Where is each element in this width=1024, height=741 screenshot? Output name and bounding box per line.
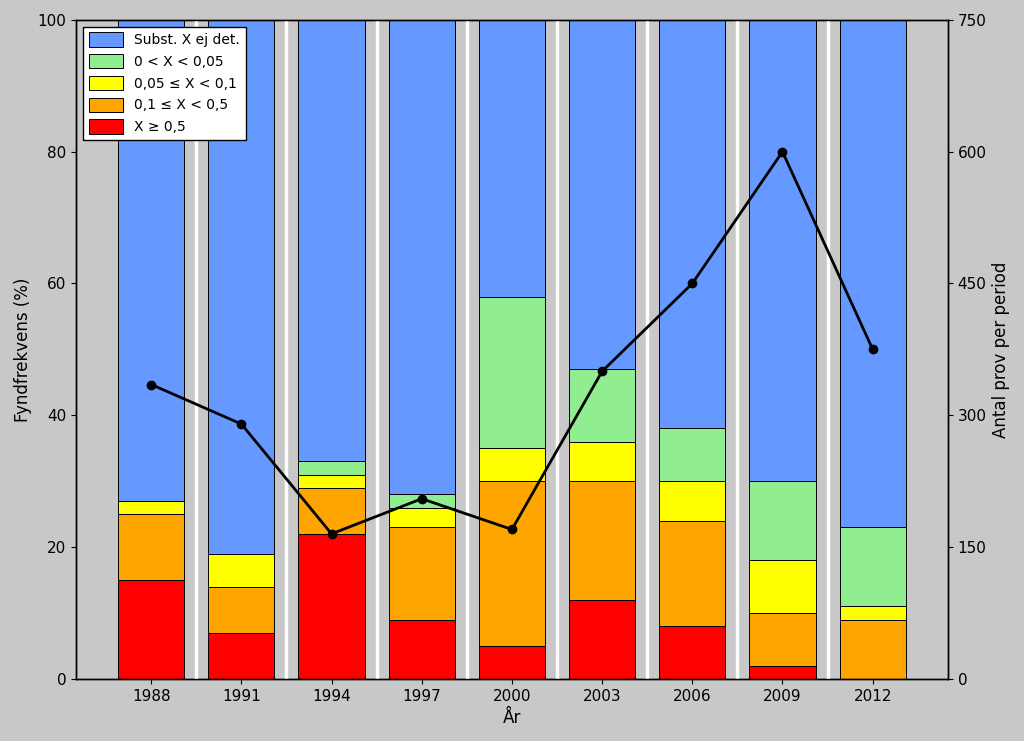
Bar [569, 369, 635, 442]
Y-axis label: Antal prov per period: Antal prov per period [992, 261, 1010, 437]
Bar [659, 481, 725, 521]
Bar [569, 599, 635, 679]
Bar [389, 528, 455, 619]
Bar [479, 448, 545, 481]
Bar [208, 587, 274, 633]
Bar [659, 626, 725, 679]
Bar [840, 528, 906, 606]
Bar [750, 481, 815, 560]
Bar [569, 20, 635, 369]
Bar [750, 613, 815, 665]
Bar [479, 646, 545, 679]
Bar [208, 554, 274, 587]
Bar [750, 560, 815, 613]
Bar [479, 20, 545, 296]
Bar [208, 20, 274, 554]
Bar [389, 508, 455, 528]
Bar [299, 20, 365, 462]
Bar [659, 428, 725, 481]
Bar [479, 296, 545, 448]
Bar [118, 514, 184, 580]
Bar [389, 20, 455, 494]
Bar [750, 20, 815, 481]
Bar [299, 474, 365, 488]
Bar [118, 580, 184, 679]
Bar [840, 619, 906, 679]
Bar [479, 481, 545, 646]
X-axis label: År: År [503, 709, 521, 727]
Bar [389, 494, 455, 508]
Bar [840, 606, 906, 619]
Bar [299, 488, 365, 534]
Bar [299, 534, 365, 679]
Bar [389, 619, 455, 679]
Y-axis label: Fyndfrekvens (%): Fyndfrekvens (%) [14, 277, 32, 422]
Bar [208, 633, 274, 679]
Bar [659, 521, 725, 626]
Bar [118, 501, 184, 514]
Bar [750, 665, 815, 679]
Legend: Subst. X ej det., 0 < X < 0,05, 0,05 ≤ X < 0,1, 0,1 ≤ X < 0,5, X ≥ 0,5: Subst. X ej det., 0 < X < 0,05, 0,05 ≤ X… [83, 27, 246, 140]
Bar [840, 20, 906, 528]
Bar [659, 20, 725, 428]
Bar [299, 462, 365, 474]
Bar [569, 481, 635, 599]
Bar [569, 442, 635, 481]
Bar [118, 20, 184, 501]
